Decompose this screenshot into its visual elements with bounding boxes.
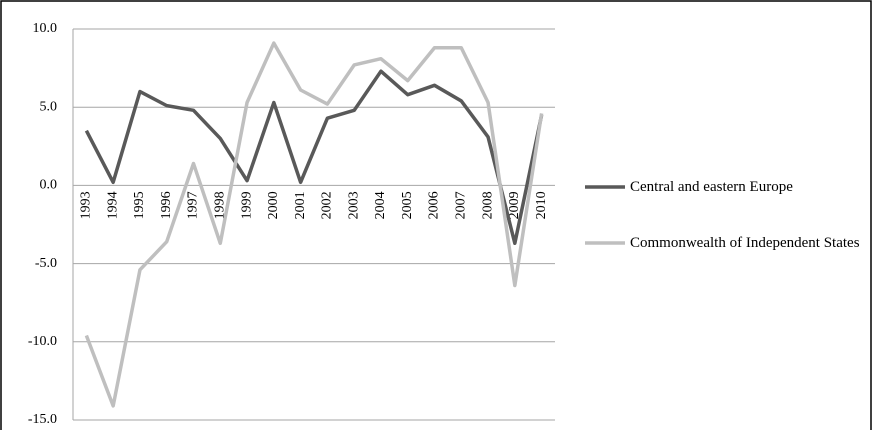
x-tick-label: 1996 (159, 191, 174, 219)
y-tick-label: -15.0 (28, 412, 57, 427)
y-tick-label: 10.0 (33, 21, 58, 36)
x-tick-label: 2003 (346, 191, 361, 219)
x-tick-label: 1998 (212, 191, 227, 219)
x-tick-label: 1995 (132, 191, 147, 219)
x-tick-label: 2007 (453, 191, 468, 219)
x-tick-label: 2009 (507, 191, 522, 219)
x-tick-label: 1997 (186, 191, 201, 219)
y-tick-label: 5.0 (40, 99, 58, 114)
series-line (84, 41, 544, 408)
x-tick-label: 2002 (320, 191, 335, 219)
x-tick-label: 2001 (293, 191, 308, 219)
x-tick-label: 2004 (373, 191, 388, 219)
y-tick-label: -10.0 (28, 334, 57, 349)
y-tick-label: -5.0 (35, 256, 57, 271)
x-tick-label: 2006 (427, 191, 442, 219)
y-tick-label: 0.0 (40, 178, 58, 193)
x-tick-label: 2005 (400, 191, 415, 219)
x-tick-label: 2000 (266, 191, 281, 219)
x-tick-label: 1999 (239, 191, 254, 219)
legend-label: Central and eastern Europe (630, 179, 793, 195)
legend-label: Commonwealth of Independent States (630, 235, 860, 251)
x-tick-label: 2008 (480, 191, 495, 219)
x-tick-label: 1993 (79, 191, 94, 219)
x-tick-label: 1994 (105, 191, 120, 219)
x-tick-label: 2010 (534, 191, 549, 219)
series-line (84, 69, 544, 246)
